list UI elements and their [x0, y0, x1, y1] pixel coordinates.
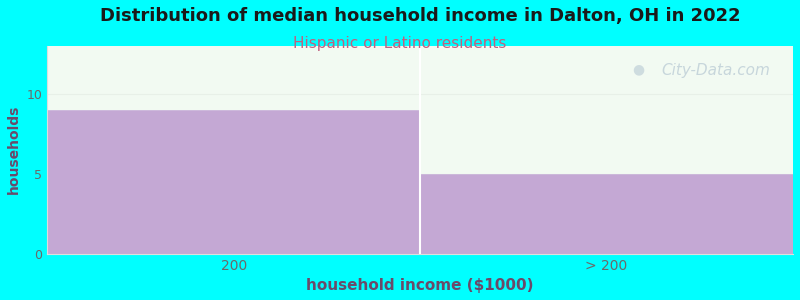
Bar [420, 174, 793, 254]
Bar [47, 110, 420, 254]
Text: ●: ● [632, 63, 644, 76]
Title: Distribution of median household income in Dalton, OH in 2022: Distribution of median household income … [100, 7, 741, 25]
Text: Hispanic or Latino residents: Hispanic or Latino residents [294, 36, 506, 51]
Y-axis label: households: households [7, 105, 21, 194]
X-axis label: household income ($1000): household income ($1000) [306, 278, 534, 293]
Text: City-Data.com: City-Data.com [662, 63, 770, 78]
